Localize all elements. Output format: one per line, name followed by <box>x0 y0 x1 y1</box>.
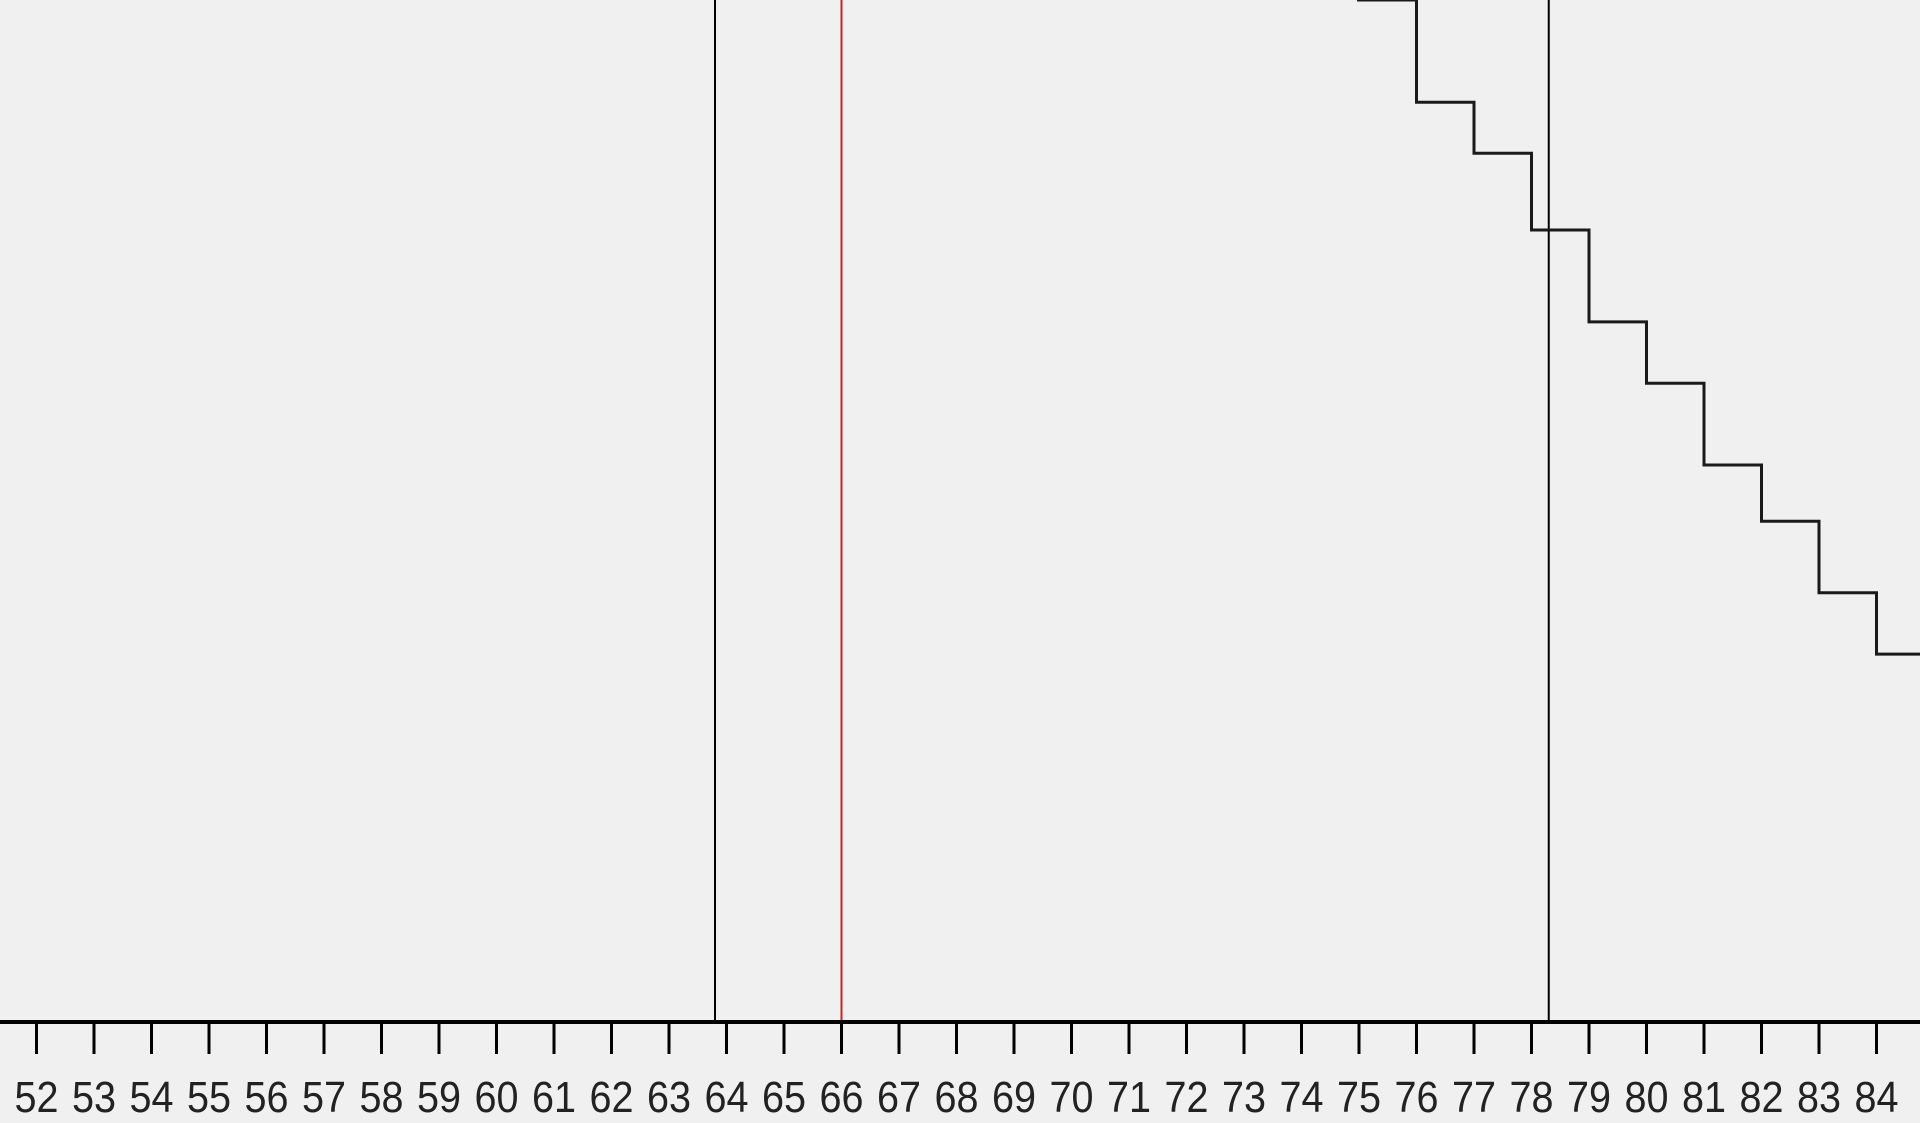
x-tick-label: 65 <box>762 1073 806 1122</box>
x-tick-label: 79 <box>1567 1073 1611 1122</box>
x-tick-label: 60 <box>475 1073 519 1122</box>
x-tick-label: 67 <box>877 1073 921 1122</box>
x-tick-label: 57 <box>302 1073 346 1122</box>
x-tick-label: 82 <box>1740 1073 1784 1122</box>
x-tick-label: 73 <box>1222 1073 1266 1122</box>
x-tick-label: 78 <box>1510 1073 1554 1122</box>
x-tick-label: 52 <box>15 1073 59 1122</box>
x-tick-label: 56 <box>245 1073 289 1122</box>
x-tick-label: 58 <box>360 1073 404 1122</box>
series-step-line-1 <box>1357 0 1920 656</box>
x-tick-label: 64 <box>705 1073 749 1122</box>
x-tick-label: 74 <box>1280 1073 1324 1122</box>
x-tick-label: 76 <box>1395 1073 1439 1122</box>
x-axis-ticks: 52 53 54 55 56 57 58 59 60 61 62 63 64 65 66 67 68 69 70 71… <box>15 1022 1899 1122</box>
x-tick-label: 84 <box>1855 1073 1899 1122</box>
x-tick-label: 59 <box>417 1073 461 1122</box>
x-tick-label: 75 <box>1337 1073 1381 1122</box>
x-tick-label: 61 <box>532 1073 576 1122</box>
x-tick-label: 69 <box>992 1073 1036 1122</box>
x-tick-label: 71 <box>1107 1073 1151 1122</box>
x-tick-label: 80 <box>1625 1073 1669 1122</box>
x-tick-label: 77 <box>1452 1073 1496 1122</box>
x-tick-label: 54 <box>130 1073 174 1122</box>
series-layer <box>1357 0 1920 656</box>
x-tick-label: 62 <box>590 1073 634 1122</box>
x-tick-label: 81 <box>1682 1073 1726 1122</box>
x-tick-label: 72 <box>1165 1073 1209 1122</box>
x-tick-label: 83 <box>1797 1073 1841 1122</box>
x-tick-label: 66 <box>820 1073 864 1122</box>
reference-lines <box>714 0 1550 1022</box>
x-tick-label: 70 <box>1050 1073 1094 1122</box>
x-tick-label: 55 <box>187 1073 231 1122</box>
x-tick-label: 68 <box>935 1073 979 1122</box>
x-tick-label: 63 <box>647 1073 691 1122</box>
x-tick-label: 53 <box>72 1073 116 1122</box>
